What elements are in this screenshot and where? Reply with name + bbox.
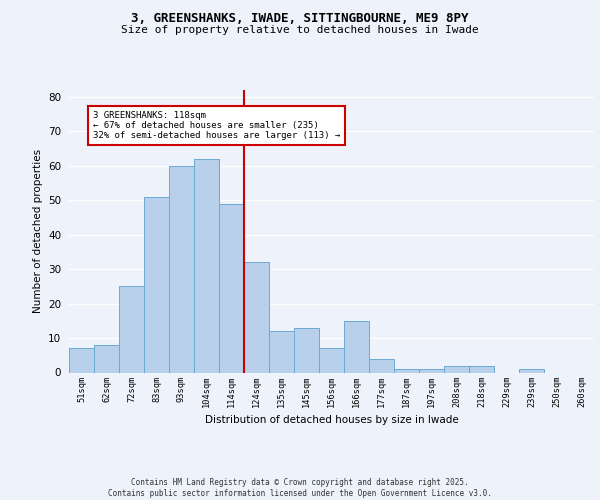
Bar [269,331,294,372]
Bar [469,366,494,372]
Bar [419,369,444,372]
Bar [244,262,269,372]
Text: Size of property relative to detached houses in Iwade: Size of property relative to detached ho… [121,25,479,35]
Bar [294,328,319,372]
Text: 3 GREENSHANKS: 118sqm
← 67% of detached houses are smaller (235)
32% of semi-det: 3 GREENSHANKS: 118sqm ← 67% of detached … [93,110,340,140]
Bar [169,166,194,372]
Bar [119,286,144,372]
Bar [144,197,169,372]
Bar [219,204,244,372]
Text: Contains HM Land Registry data © Crown copyright and database right 2025.
Contai: Contains HM Land Registry data © Crown c… [108,478,492,498]
Bar [69,348,94,372]
Bar [344,321,369,372]
Y-axis label: Number of detached properties: Number of detached properties [32,149,43,314]
Bar [519,369,544,372]
Bar [94,345,119,372]
X-axis label: Distribution of detached houses by size in Iwade: Distribution of detached houses by size … [205,415,458,425]
Text: 3, GREENSHANKS, IWADE, SITTINGBOURNE, ME9 8PY: 3, GREENSHANKS, IWADE, SITTINGBOURNE, ME… [131,12,469,26]
Bar [369,358,394,372]
Bar [444,366,469,372]
Bar [394,369,419,372]
Bar [194,159,219,372]
Bar [319,348,344,372]
